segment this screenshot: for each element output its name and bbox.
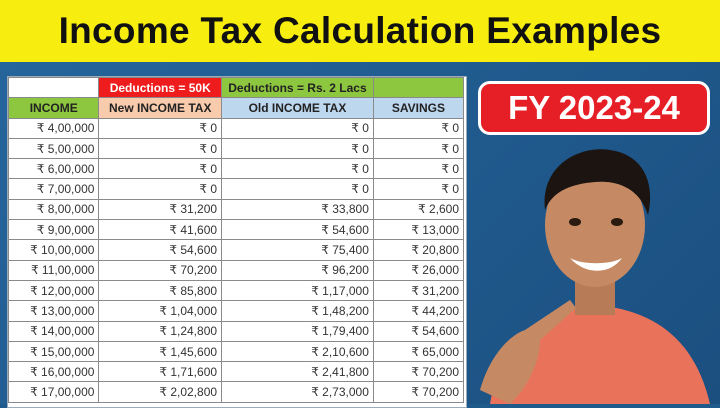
table-row: ₹ 6,00,000 ₹ 0 ₹ 0 ₹ 0 — [7, 158, 465, 180]
presenter-image — [480, 149, 710, 404]
top-header-row: Deductions = 50K Deductions = Rs. 2 Lacs — [7, 76, 465, 99]
old-tax-cell: ₹ 75,400 — [221, 239, 374, 261]
income-cell: ₹ 5,00,000 — [7, 137, 100, 160]
tax-table: Deductions = 50K Deductions = Rs. 2 Lacs… — [7, 76, 467, 408]
new-tax-cell: ₹ 1,04,000 — [98, 300, 223, 322]
income-cell: ₹ 11,00,000 — [7, 259, 100, 281]
table-row: ₹ 15,00,000 ₹ 1,45,600 ₹ 2,10,600 ₹ 65,000 — [7, 340, 465, 363]
old-tax-cell: ₹ 96,200 — [221, 259, 374, 281]
header-income: INCOME — [7, 97, 100, 119]
old-tax-cell: ₹ 2,73,000 — [221, 381, 374, 403]
header-old-tax: Old INCOME TAX — [221, 97, 374, 119]
new-tax-cell: ₹ 54,600 — [98, 239, 223, 261]
income-cell: ₹ 9,00,000 — [7, 219, 100, 241]
new-tax-cell: ₹ 1,71,600 — [98, 361, 223, 383]
savings-cell: ₹ 13,000 — [372, 219, 465, 241]
old-tax-cell: ₹ 54,600 — [221, 219, 374, 241]
savings-cell: ₹ 0 — [372, 178, 465, 200]
table-row: ₹ 8,00,000 ₹ 31,200 ₹ 33,800 ₹ 2,600 — [7, 198, 465, 221]
income-cell: ₹ 6,00,000 — [7, 158, 100, 180]
old-tax-cell: ₹ 2,10,600 — [221, 340, 374, 363]
savings-cell: ₹ 0 — [372, 158, 465, 180]
top-header-blank — [7, 76, 100, 99]
old-tax-cell: ₹ 0 — [221, 137, 374, 160]
old-tax-cell: ₹ 1,48,200 — [221, 300, 374, 322]
table-row: ₹ 17,00,000 ₹ 2,02,800 ₹ 2,73,000 ₹ 70,200 — [7, 381, 465, 403]
income-cell: ₹ 15,00,000 — [7, 340, 100, 363]
header-savings: SAVINGS — [372, 97, 465, 119]
header-row: INCOME New INCOME TAX Old INCOME TAX SAV… — [7, 97, 465, 119]
income-cell: ₹ 10,00,000 — [7, 239, 100, 261]
new-tax-cell: ₹ 0 — [98, 117, 223, 139]
title-band: Income Tax Calculation Examples — [0, 0, 720, 62]
table-row: ₹ 10,00,000 ₹ 54,600 ₹ 75,400 ₹ 20,800 — [7, 239, 465, 261]
new-tax-cell: ₹ 85,800 — [98, 279, 223, 302]
income-cell: ₹ 8,00,000 — [7, 198, 100, 221]
header-new-tax: New INCOME TAX — [98, 97, 223, 119]
income-cell: ₹ 16,00,000 — [7, 361, 100, 383]
savings-cell: ₹ 31,200 — [372, 279, 465, 302]
table-row: ₹ 13,00,000 ₹ 1,04,000 ₹ 1,48,200 ₹ 44,200 — [7, 300, 465, 322]
savings-cell: ₹ 65,000 — [372, 340, 465, 363]
savings-cell: ₹ 44,200 — [372, 300, 465, 322]
savings-cell: ₹ 54,600 — [372, 320, 465, 342]
savings-cell: ₹ 26,000 — [372, 259, 465, 281]
savings-cell: ₹ 20,800 — [372, 239, 465, 261]
new-tax-cell: ₹ 1,24,800 — [98, 320, 223, 342]
new-tax-cell: ₹ 0 — [98, 137, 223, 160]
table-row: ₹ 16,00,000 ₹ 1,71,600 ₹ 2,41,800 ₹ 70,200 — [7, 361, 465, 383]
old-tax-cell: ₹ 0 — [221, 158, 374, 180]
savings-cell: ₹ 2,600 — [372, 198, 465, 221]
income-cell: ₹ 7,00,000 — [7, 178, 100, 200]
table-row: ₹ 9,00,000 ₹ 41,600 ₹ 54,600 ₹ 13,000 — [7, 219, 465, 241]
old-tax-cell: ₹ 2,41,800 — [221, 361, 374, 383]
table-row: ₹ 11,00,000 ₹ 70,200 ₹ 96,200 ₹ 26,000 — [7, 259, 465, 281]
savings-cell: ₹ 70,200 — [372, 381, 465, 403]
income-cell: ₹ 17,00,000 — [7, 381, 100, 403]
fy-badge: FY 2023-24 — [478, 81, 710, 135]
old-tax-cell: ₹ 0 — [221, 178, 374, 200]
new-tax-cell: ₹ 1,45,600 — [98, 340, 223, 363]
table-row: ₹ 7,00,000 ₹ 0 ₹ 0 ₹ 0 — [7, 178, 465, 200]
old-deduction-header: Deductions = Rs. 2 Lacs — [221, 76, 374, 99]
income-cell: ₹ 14,00,000 — [7, 320, 100, 342]
savings-cell: ₹ 0 — [372, 117, 465, 139]
table-row: ₹ 12,00,000 ₹ 85,800 ₹ 1,17,000 ₹ 31,200 — [7, 279, 465, 302]
old-tax-cell: ₹ 0 — [221, 117, 374, 139]
table-row: ₹ 14,00,000 ₹ 1,24,800 ₹ 1,79,400 ₹ 54,600 — [7, 320, 465, 342]
savings-cell: ₹ 70,200 — [372, 361, 465, 383]
savings-cell: ₹ 0 — [372, 137, 465, 160]
new-tax-cell: ₹ 0 — [98, 178, 223, 200]
income-cell: ₹ 13,00,000 — [7, 300, 100, 322]
top-header-blank — [372, 76, 465, 99]
income-cell: ₹ 4,00,000 — [7, 117, 100, 139]
new-tax-cell: ₹ 31,200 — [98, 198, 223, 221]
old-tax-cell: ₹ 1,17,000 — [221, 279, 374, 302]
old-tax-cell: ₹ 1,79,400 — [221, 320, 374, 342]
table-row: ₹ 5,00,000 ₹ 0 ₹ 0 ₹ 0 — [7, 137, 465, 160]
new-tax-cell: ₹ 41,600 — [98, 219, 223, 241]
new-tax-cell: ₹ 70,200 — [98, 259, 223, 281]
new-tax-cell: ₹ 2,02,800 — [98, 381, 223, 403]
new-tax-cell: ₹ 0 — [98, 158, 223, 180]
old-tax-cell: ₹ 33,800 — [221, 198, 374, 221]
title: Income Tax Calculation Examples — [58, 10, 662, 51]
table-row: ₹ 4,00,000 ₹ 0 ₹ 0 ₹ 0 — [7, 117, 465, 139]
new-deduction-header: Deductions = 50K — [98, 76, 223, 99]
income-cell: ₹ 12,00,000 — [7, 279, 100, 302]
